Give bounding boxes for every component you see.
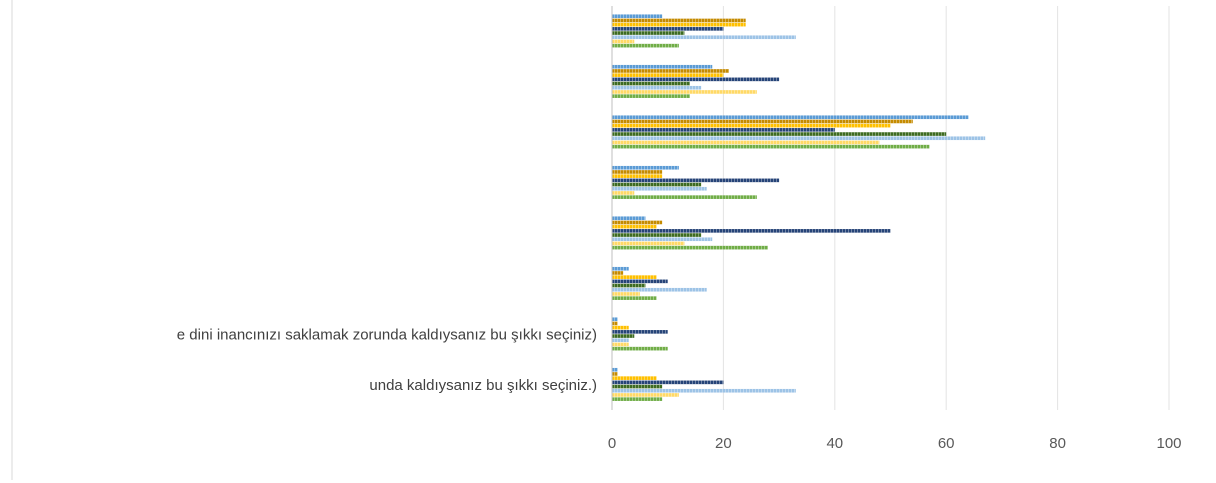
bar-hatch	[612, 195, 757, 199]
bar-hatch	[612, 393, 679, 397]
bar-hatch	[612, 376, 657, 380]
bar-hatch	[612, 224, 657, 229]
bar-hatch	[612, 367, 618, 372]
bar-hatch	[612, 241, 685, 246]
bar-hatch	[612, 233, 702, 237]
bar-hatch	[612, 31, 685, 35]
category-label: unda kaldıysanız bu şıkkı seçiniz.)	[369, 377, 597, 394]
x-tick-label: 0	[608, 435, 616, 452]
bar-hatch	[612, 77, 780, 82]
bar-hatch	[612, 380, 724, 385]
bar-hatch	[612, 237, 713, 242]
bar-hatch	[612, 384, 663, 389]
bar-hatch	[612, 90, 757, 94]
x-tick-label: 20	[715, 435, 732, 452]
x-tick-label: 40	[826, 435, 843, 452]
bar-hatch	[612, 132, 947, 136]
bar-hatch	[612, 128, 835, 132]
bar-hatch	[612, 64, 713, 69]
bar-hatch	[612, 186, 707, 191]
bars	[612, 14, 986, 401]
bar-hatch	[612, 292, 640, 296]
bar-hatch	[612, 296, 657, 300]
bar-hatch	[612, 372, 618, 376]
bar-hatch	[612, 174, 663, 178]
bar-hatch	[612, 144, 930, 149]
bar-hatch	[612, 220, 663, 225]
bar-hatch	[612, 81, 690, 86]
x-tick-labels: 0 20 40 60 80 100	[608, 435, 1182, 452]
bar-hatch	[612, 388, 796, 393]
bar-hatch	[612, 85, 702, 90]
category-label: e dini inancınızı saklamak zorunda kaldı…	[177, 326, 597, 343]
bar-hatch	[612, 115, 969, 120]
bar-hatch	[612, 229, 891, 233]
x-tick-label: 60	[938, 435, 955, 452]
bar-hatch	[612, 346, 668, 351]
bar-hatch	[612, 287, 707, 292]
bar-hatch	[612, 14, 663, 19]
bar-hatch	[612, 325, 629, 330]
bar-hatch	[612, 271, 624, 275]
bar-hatch	[612, 22, 746, 27]
bar-hatch	[612, 330, 668, 334]
bar-hatch	[612, 27, 724, 31]
x-tick-label: 80	[1049, 435, 1066, 452]
axis	[11, 0, 613, 480]
bar-hatch	[612, 165, 679, 170]
bar-hatch	[612, 338, 629, 343]
bar-hatch	[612, 43, 679, 48]
bar-hatch	[612, 397, 663, 401]
x-tick-label: 100	[1156, 435, 1181, 452]
bar-hatch	[612, 321, 618, 326]
bar-hatch	[612, 39, 635, 44]
bar-hatch	[612, 182, 702, 187]
bar-hatch	[612, 245, 768, 250]
bar-hatch	[612, 18, 746, 23]
bar-hatch	[612, 73, 724, 77]
bar-hatch	[612, 279, 668, 284]
bar-hatch	[612, 94, 690, 98]
bar-hatch	[612, 136, 986, 141]
bar-hatch	[612, 69, 729, 73]
bar-hatch	[612, 123, 891, 128]
bar-hatch	[612, 275, 657, 279]
bar-hatch	[612, 35, 796, 40]
gridlines	[722, 6, 1170, 410]
bar-hatch	[612, 317, 618, 322]
bar-hatch	[612, 216, 646, 221]
bar-hatch	[612, 119, 913, 124]
bar-hatch	[612, 334, 635, 338]
bar-hatch	[612, 140, 880, 145]
bar-hatch	[612, 191, 635, 195]
bar-hatch	[612, 178, 780, 183]
bar-hatch	[612, 342, 629, 347]
bar-hatch	[612, 170, 663, 174]
category-labels: e dini inancınızı saklamak zorunda kaldı…	[177, 326, 597, 394]
bar-hatch	[612, 283, 646, 288]
bar-hatch	[612, 266, 629, 271]
